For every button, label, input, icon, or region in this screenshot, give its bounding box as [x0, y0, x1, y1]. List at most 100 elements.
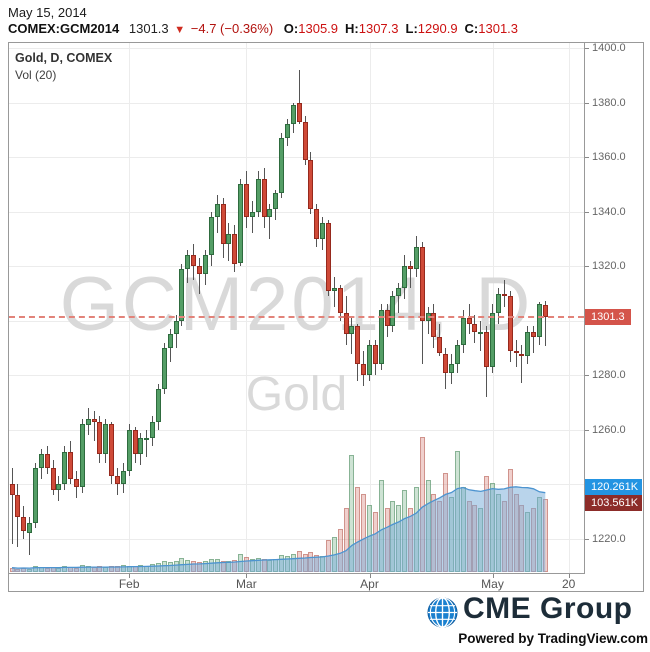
candle-body [495, 293, 501, 313]
candle-body [302, 121, 308, 160]
price-tick [585, 375, 589, 377]
price-tick [585, 48, 589, 49]
candle-body [437, 337, 443, 354]
candle-body [156, 389, 161, 422]
candle-body [454, 345, 460, 365]
candle-body [372, 345, 378, 365]
cme-group-logo-text[interactable]: CME Group [463, 592, 633, 625]
candle-body [408, 266, 413, 269]
candle-body [396, 288, 402, 297]
price-tick-label: 1400.0 [592, 42, 626, 54]
time-tick [129, 574, 131, 578]
time-tick-label: 20 [562, 577, 576, 591]
candle-body [132, 429, 138, 455]
candle-body [115, 476, 120, 485]
volume-ma-area [11, 486, 546, 572]
time-tick [246, 574, 248, 578]
candle-body [460, 318, 466, 346]
month-gridline [246, 43, 248, 573]
candle-body [337, 288, 343, 313]
price-tick [585, 266, 589, 268]
price-tick-label: 1220.0 [592, 533, 626, 545]
month-gridline [129, 43, 131, 573]
candle-body [232, 233, 238, 264]
candle-body [343, 312, 349, 335]
legend-volume-indicator: Vol (20) [15, 68, 57, 82]
candle-body [320, 222, 326, 239]
candle-body [507, 296, 513, 351]
candle-body [525, 331, 531, 357]
candle-body [167, 334, 173, 348]
candle-body [267, 208, 273, 218]
ohlc-pair: H:1307.3 [345, 21, 399, 36]
candle-body [179, 269, 185, 321]
candle-body [226, 233, 232, 245]
candle-body [44, 454, 50, 468]
candle-body [484, 331, 490, 368]
price-gridline [9, 211, 584, 213]
candle-wick [480, 320, 482, 351]
candle-body [161, 348, 167, 389]
candle-wick [544, 300, 546, 346]
candle-body [279, 138, 285, 193]
plot-area[interactable]: GCM2014, D Gold Gold, D, COMEX Vol (20) [9, 43, 585, 574]
candle-body [402, 266, 408, 288]
candle-body [325, 222, 331, 291]
candle-body [91, 419, 97, 422]
candle-body [361, 364, 367, 376]
candle-body [536, 304, 542, 338]
candle-body [478, 331, 484, 334]
candle-body [120, 470, 126, 485]
candle-wick [533, 326, 534, 354]
price-gridline [9, 157, 584, 159]
candle-wick [29, 517, 31, 556]
candle-body [214, 203, 220, 218]
candle-wick [93, 410, 95, 441]
candle-body [378, 309, 384, 365]
candle-body [185, 255, 191, 269]
header-date: May 15, 2014 [8, 5, 87, 20]
candle-body [314, 208, 320, 239]
time-tick [568, 574, 570, 578]
price-tick-label: 1320.0 [592, 260, 626, 273]
time-axis[interactable]: Feb Mar Apr May 20 [9, 574, 643, 592]
price-gridline [9, 484, 584, 486]
candle-body [449, 364, 454, 373]
candle-wick [398, 282, 400, 313]
price-tick-label: 1340.0 [592, 205, 626, 218]
price-tick [585, 102, 589, 104]
candle-body [50, 468, 56, 490]
candle-body [138, 438, 144, 455]
candle-body [150, 421, 156, 439]
chart-legend[interactable]: Gold, D, COMEX Vol (20) [15, 51, 112, 82]
watermark-symbol: GCM2014, D [59, 262, 534, 347]
price-gridline [9, 48, 584, 49]
price-axis[interactable]: 1301.3 120.261K 103.561K 1400.0 1380.0 136… [585, 42, 645, 573]
candle-body [419, 247, 425, 321]
candle-body [531, 331, 536, 338]
candle-body [413, 247, 419, 269]
candle-body [126, 429, 132, 471]
time-tick-label: May [481, 577, 504, 591]
candle-body [431, 312, 437, 338]
candle-body [9, 484, 15, 496]
candle-body [144, 438, 150, 441]
candle-body [62, 451, 68, 485]
candle-body [21, 517, 27, 531]
candle-body [255, 178, 261, 212]
cme-globe-icon[interactable] [427, 597, 458, 628]
candle-body [85, 419, 91, 425]
price-gridline [9, 375, 584, 377]
candle-body [466, 318, 472, 324]
price-gridline [9, 320, 584, 322]
price-tick-label: 1360.0 [592, 151, 626, 164]
candle-body [519, 353, 525, 357]
change-text: −4.7 (−0.36%) [190, 21, 274, 36]
powered-by-link[interactable]: Powered by TradingView.com [458, 631, 648, 646]
candle-wick [298, 69, 300, 125]
candle-body [490, 312, 495, 368]
down-triangle-icon: ▼ [174, 24, 186, 36]
ohlc-pair: C:1301.3 [464, 21, 519, 36]
last-price-line [9, 316, 584, 319]
price-tick-label: 1380.0 [592, 96, 626, 109]
